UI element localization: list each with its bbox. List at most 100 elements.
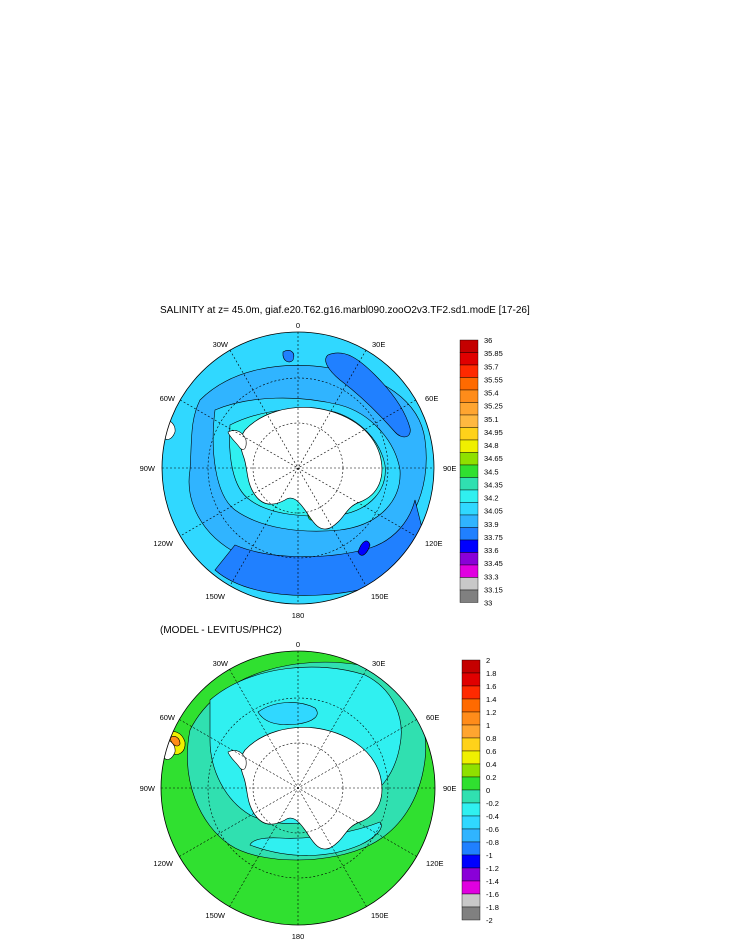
panel2-lon-150e: 150E [371, 911, 389, 920]
panel2-colorbar-label: 0.8 [486, 734, 496, 743]
panel2-antarctica [240, 727, 383, 850]
panel1-colorbar-box [459, 589, 479, 603]
panel1-lon-120e: 120E [425, 539, 443, 548]
panel1-colorbar-box [459, 389, 479, 403]
panel1-colorbar-label: 35.1 [484, 415, 499, 424]
panel1-colorbar-label: 35.85 [484, 349, 503, 358]
panel1-colorbar-box [459, 402, 479, 416]
panel2-colorbar-label: -1.2 [486, 864, 499, 873]
panel2-colorbar-label: -0.8 [486, 838, 499, 847]
panel2-colorbar-label: 0 [486, 786, 490, 795]
panel1-colorbar-label: 34.2 [484, 494, 499, 503]
panel2-lon-60w: 60W [160, 713, 176, 722]
panel2-colorbar-label: -1.8 [486, 903, 499, 912]
panel1-colorbar-box [459, 352, 479, 366]
panel1-map: 0 30E 60E 90E 120E 150E 180 150W 120W 90… [140, 321, 503, 620]
panel2-lon-30w: 30W [213, 659, 229, 668]
panel2-colorbar-box [461, 880, 481, 895]
panel1-lon-60e: 60E [425, 394, 438, 403]
panel2-colorbar-box [461, 867, 481, 882]
panel2-blue-patch [257, 702, 318, 725]
panel1-lon-120w: 120W [153, 539, 174, 548]
panel1-border [161, 331, 435, 605]
panel1-colorbar-box [459, 339, 479, 353]
panel1-colorbar-box [459, 502, 479, 516]
panel1-colorbar-box [459, 377, 479, 391]
panel1-colorbar-label: 33.6 [484, 546, 499, 555]
panel2-graticule [161, 651, 435, 925]
panel2-colorbar-label: 1.6 [486, 682, 496, 691]
panel1-low-patch [357, 540, 371, 556]
panel2-lon-150w: 150W [205, 911, 226, 920]
panel2-colorbar-box [461, 659, 481, 674]
panel1-colorbar-box [459, 439, 479, 453]
panel2-colorbar-label: 1.2 [486, 708, 496, 717]
panel1-colorbar-label: 33.75 [484, 533, 503, 542]
panel1-colorbar-label: 34.8 [484, 441, 499, 450]
panel2-colorbar-label: -1.4 [486, 877, 499, 886]
panel1-colorbar-label: 34.05 [484, 507, 503, 516]
panel1-lon-180: 180 [292, 611, 305, 620]
panel2-lon-90w: 90W [140, 784, 156, 793]
panel2-lon-60e: 60E [426, 713, 439, 722]
panel1-lon-30e: 30E [372, 340, 385, 349]
panel2-colorbar-label: 0.6 [486, 747, 496, 756]
panel1-colorbar-box [459, 514, 479, 528]
panel1-colorbar-label: 34.35 [484, 480, 503, 489]
panel1-lon-labels: 0 30E 60E 90E 120E 150E 180 150W 120W 90… [140, 321, 457, 620]
panel2-colorbar-box [461, 854, 481, 869]
panel2-colorbar-box [461, 789, 481, 804]
panel2-colorbar-box [461, 893, 481, 908]
panel1-colorbar-box [459, 477, 479, 491]
panel1-deep-band-south [214, 499, 431, 596]
panel1-lon-30w: 30W [213, 340, 229, 349]
panel1-colorbar-label: 33 [484, 599, 492, 608]
panel1-colorbar-label: 35.55 [484, 375, 503, 384]
panel1-colorbar-box [459, 564, 479, 578]
panel2-colorbar-label: 1.4 [486, 695, 496, 704]
panel1-colorbar-label: 35.4 [484, 389, 499, 398]
panel2-colorbar-label: 0.2 [486, 773, 496, 782]
panel1-lon-90w: 90W [140, 464, 156, 473]
panel1-colorbar-box [459, 539, 479, 553]
panel2-lon-180: 180 [292, 932, 305, 941]
panel1-lon-150w: 150W [205, 592, 226, 601]
panel2-colorbar-box [461, 763, 481, 778]
panel2-lon-90e: 90E [443, 784, 456, 793]
panel2-colorbar-box [461, 685, 481, 700]
panel1-lon-60w: 60W [160, 394, 176, 403]
panel2-peninsula [227, 750, 247, 770]
panel1-colorbar-label: 36 [484, 336, 492, 345]
panel2-colorbar-label: 1 [486, 721, 490, 730]
panel1-colorbar-box [459, 577, 479, 591]
panel1-graticule [162, 332, 434, 604]
panel1-colorbar-label: 33.45 [484, 559, 503, 568]
panel2-title: (MODEL - LEVITUS/PHC2) [160, 625, 282, 636]
panel1-colorbar-box [459, 464, 479, 478]
panel1-colorbar-label: 34.5 [484, 467, 499, 476]
panel2-colorbar-label: 0.4 [486, 760, 496, 769]
panel2-colorbar-box [461, 737, 481, 752]
panel2-colorbar-box [461, 815, 481, 830]
panel2-colorbar: 2 1.8 1.6 1.4 1.2 1 0.8 0.6 0.4 0.2 0 -0.2 -0.4 -0.6 -… [461, 656, 499, 925]
panel2-colorbar-box [461, 711, 481, 726]
panel2-colorbar-box [461, 750, 481, 765]
panel2-colorbar-label: -1.6 [486, 890, 499, 899]
panel2-colorbar-label: -0.4 [486, 812, 499, 821]
panel1-colorbar-label: 35.25 [484, 402, 503, 411]
panel2-colorbar-box [461, 841, 481, 856]
panel2-colorbar-label: -2 [486, 916, 493, 925]
panel2-colorbar-box [461, 776, 481, 791]
panel1-title: SALINITY at z= 45.0m, giaf.e20.T62.g16.m… [160, 305, 530, 316]
panel1-lon-150e: 150E [371, 592, 389, 601]
panel2-map: 0 30E 60E 90E 120E 150E 180 150W 120W 90… [140, 640, 499, 941]
panel1-deep-patch-north [282, 350, 295, 363]
panel2-lon-labels: 0 30E 60E 90E 120E 150E 180 150W 120W 90… [140, 640, 457, 941]
panel2-lon-120e: 120E [426, 859, 444, 868]
panel2-colorbar-label: -0.6 [486, 825, 499, 834]
panel2-colorbar-label: -1 [486, 851, 493, 860]
panel1-colorbar-box [459, 452, 479, 466]
panel2-colorbar-label: 2 [486, 656, 490, 665]
panel2-colorbar-box [461, 672, 481, 687]
